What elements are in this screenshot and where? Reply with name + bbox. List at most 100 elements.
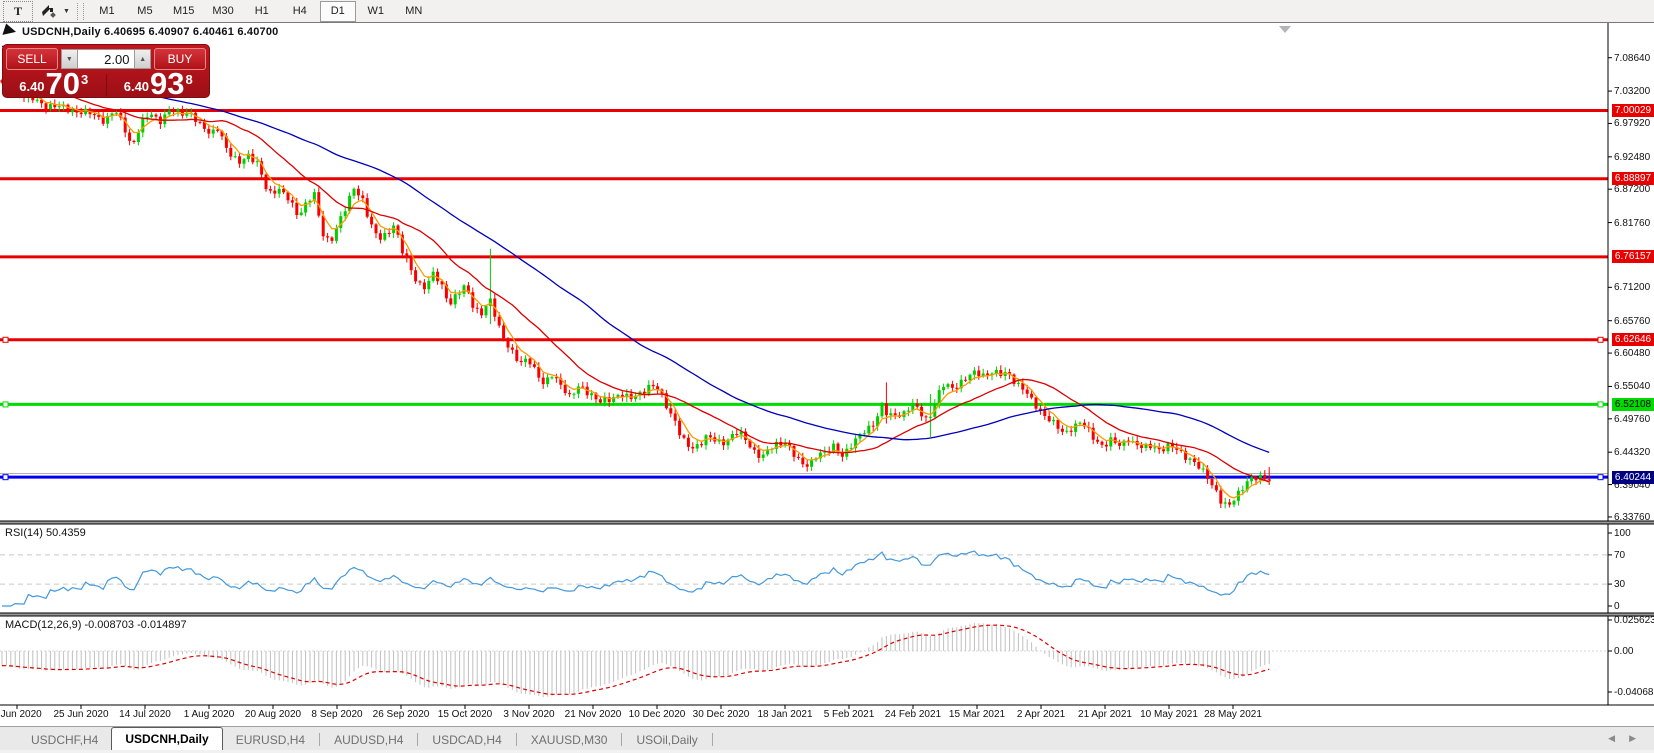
main-chart-panel xyxy=(0,45,1608,509)
price-tick-label: 6.97920 xyxy=(1614,118,1651,130)
buy-price[interactable]: 6.40 93 8 xyxy=(108,66,210,101)
up-candle-bodies xyxy=(13,91,1262,505)
rsi-scale-label: 0 xyxy=(1614,601,1620,612)
line-handle[interactable] xyxy=(1597,474,1604,481)
date-label: 10 Dec 2020 xyxy=(628,709,686,720)
date-label: 3 Nov 2020 xyxy=(503,709,555,720)
chart-tab-xauusd[interactable]: XAUUSD,M30 xyxy=(530,732,608,747)
rsi-scale-label: 100 xyxy=(1614,528,1631,539)
macd-histogram xyxy=(1,623,1270,698)
sell-price-big: 70 xyxy=(45,66,81,101)
date-label: 28 May 2021 xyxy=(1204,709,1262,720)
date-label: 18 Jan 2021 xyxy=(757,709,813,720)
date-label: 2 Apr 2021 xyxy=(1016,709,1066,720)
timeframe-button-M5[interactable]: M5 xyxy=(137,5,153,17)
tab-scroll-buttons: ◀ ▶ xyxy=(1608,733,1636,744)
chart-tab-usoil[interactable]: USOil,Daily xyxy=(636,732,698,747)
volume-increase-button[interactable]: ▲ xyxy=(134,49,151,69)
down-candle-wicks xyxy=(1,78,1270,508)
volume-decrease-button[interactable]: ▼ xyxy=(61,49,78,69)
one-click-trade-panel: SELL ▼ 2.00 ▲ BUY 6.40 70 3 6.40 93 8 xyxy=(2,44,210,101)
timeframe-button-M15[interactable]: M15 xyxy=(172,5,195,17)
volume-input[interactable]: 2.00 xyxy=(77,49,135,69)
ma-slow-line xyxy=(1,45,1270,454)
hline-price-label: 6.88897 xyxy=(1612,172,1654,186)
date-label: 20 Aug 2020 xyxy=(244,709,302,720)
toolbar-separator xyxy=(76,2,84,20)
rsi-scale-label: 30 xyxy=(1614,579,1626,590)
date-label: 15 Mar 2021 xyxy=(948,709,1006,720)
price-tick-label: 7.03200 xyxy=(1614,86,1651,98)
hline-price-label: 6.40244 xyxy=(1612,470,1654,484)
line-handle[interactable] xyxy=(1597,336,1604,343)
price-tick-label: 6.49760 xyxy=(1614,413,1651,425)
macd-scale-label: 0.025623 xyxy=(1614,615,1654,626)
timeframe-button-D1[interactable]: D1 xyxy=(319,0,356,22)
buy-price-big: 93 xyxy=(150,66,185,101)
date-label: 15 Oct 2020 xyxy=(437,709,493,720)
timeframe-button-MN[interactable]: MN xyxy=(405,5,423,17)
cursor-tool-button[interactable] xyxy=(35,1,61,22)
price-tick-label: 7.08640 xyxy=(1614,52,1651,64)
price-tick-label: 6.71200 xyxy=(1614,282,1651,294)
chevron-down-icon[interactable]: ▼ xyxy=(63,7,70,15)
chart-title: USDCNH,Daily 6.40695 6.40907 6.40461 6.4… xyxy=(22,26,279,38)
timeframe-button-H4[interactable]: H4 xyxy=(292,5,307,17)
down-candle-bodies xyxy=(0,80,1271,505)
tab-scroll-left-icon[interactable]: ◀ xyxy=(1608,733,1616,743)
tab-scroll-right-icon[interactable]: ▶ xyxy=(1629,733,1636,743)
macd-signal-line xyxy=(1,624,1270,696)
cursor-arrows-icon xyxy=(42,5,56,18)
chart-tab-usdcnh[interactable]: USDCNH,Daily xyxy=(111,727,223,750)
date-label: 21 Apr 2021 xyxy=(1078,709,1132,720)
price-tick-label: 6.55040 xyxy=(1614,381,1651,393)
line-handle[interactable] xyxy=(2,336,9,343)
buy-price-pip: 8 xyxy=(185,72,193,87)
chart-tab-eurusd[interactable]: EURUSD,H4 xyxy=(235,732,306,747)
hline-price-label: 6.62646 xyxy=(1612,333,1654,347)
sell-price-pip: 3 xyxy=(81,72,89,87)
sell-price-prefix: 6.40 xyxy=(19,79,45,94)
sell-button[interactable]: SELL xyxy=(6,48,58,70)
panel-splitter[interactable] xyxy=(0,613,1654,616)
price-tick-label: 6.87200 xyxy=(1614,184,1651,196)
date-label: 10 May 2021 xyxy=(1140,709,1198,720)
ma-fast-line xyxy=(1,78,1270,499)
timeframe-button-group: M1 M5 M15 M30 H1 H4 D1 W1 MN xyxy=(88,0,433,22)
chart-tab-bar: USDCHF,H4 USDCNH,Daily EURUSD,H4 AUDUSD,H4 U… xyxy=(0,726,1654,750)
line-handle[interactable] xyxy=(1597,401,1604,408)
panel-splitter[interactable] xyxy=(0,521,1654,524)
line-handle[interactable] xyxy=(2,474,9,481)
date-label: 21 Nov 2020 xyxy=(564,709,622,720)
date-label: 6 Jun 2020 xyxy=(0,709,42,720)
price-tick-label: 6.39040 xyxy=(1614,479,1651,491)
price-tick-label: 6.33760 xyxy=(1614,511,1651,523)
date-label: 26 Sep 2020 xyxy=(372,709,430,720)
chart-shift-marker[interactable] xyxy=(1279,26,1291,33)
chart-tab-usdcad[interactable]: USDCAD,H4 xyxy=(432,732,502,747)
timeframe-button-M1[interactable]: M1 xyxy=(99,5,115,17)
hline-price-label: 7.00029 xyxy=(1612,104,1654,118)
chart-tab-usdchf[interactable]: USDCHF,H4 xyxy=(31,732,99,747)
line-handle[interactable] xyxy=(2,401,9,408)
text-tool-button[interactable]: T xyxy=(3,0,33,22)
buy-button[interactable]: BUY xyxy=(154,48,206,70)
date-label: 25 Jun 2020 xyxy=(53,709,109,720)
sell-price[interactable]: 6.40 70 3 xyxy=(3,66,105,101)
rsi-label: RSI(14) 50.4359 xyxy=(5,527,86,539)
price-tick-label: 6.60480 xyxy=(1614,348,1651,360)
macd-label: MACD(12,26,9) -0.008703 -0.014897 xyxy=(5,619,187,631)
timeframe-button-M30[interactable]: M30 xyxy=(212,5,234,17)
top-toolbar: T ▼ M1 M5 M15 M30 H1 H4 D1 W1 MN xyxy=(0,0,1654,23)
timeframe-button-W1[interactable]: W1 xyxy=(367,5,385,17)
rsi-panel xyxy=(0,550,1608,607)
date-label: 14 Jul 2020 xyxy=(119,709,171,720)
up-candle-wicks xyxy=(14,87,1261,509)
buy-price-prefix: 6.40 xyxy=(123,79,150,94)
price-tick-label: 6.81760 xyxy=(1614,217,1651,229)
timeframe-button-H1[interactable]: H1 xyxy=(254,5,269,17)
chart-tab-audusd[interactable]: AUDUSD,H4 xyxy=(334,732,404,747)
